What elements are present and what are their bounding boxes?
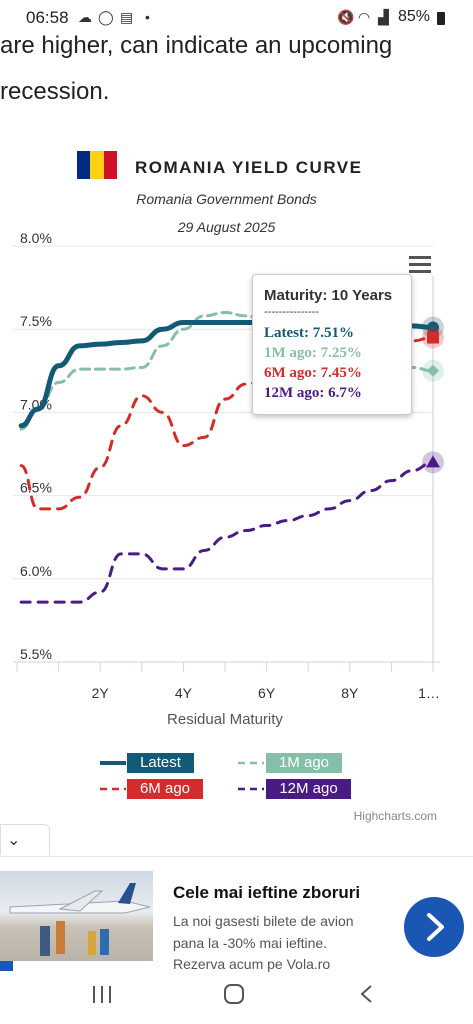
x-tick-label: 2Y <box>92 685 110 701</box>
tooltip-separator: --------------- <box>264 306 319 318</box>
signal-icon: ▟ <box>378 9 389 25</box>
x-tick-label: 4Y <box>175 685 193 701</box>
legend-symbol-1m <box>238 761 264 765</box>
flag-stripe-yellow <box>90 151 104 179</box>
marker-1m-ago[interactable] <box>422 359 444 382</box>
article-text-line1: are higher, can indicate an upcoming <box>0 32 393 59</box>
back-icon[interactable] <box>357 983 377 1007</box>
legend-symbol-12m <box>238 787 264 791</box>
x-axis: 2Y 4Y 6Y 8Y 1… <box>13 661 440 701</box>
marker-6m-ago[interactable] <box>422 326 444 349</box>
chart-subtitle: Romania Government Bonds <box>136 191 317 207</box>
chart-title: ROMANIA YIELD CURVE <box>135 158 363 177</box>
yield-curve-chart: 5.5%6.0%6.5%7.0%7.5%8.0% 2Y 4Y 6Y 8Y 1… Resi… <box>13 230 444 728</box>
home-icon[interactable] <box>223 983 247 1007</box>
dot-icon: • <box>145 9 150 25</box>
marker-12m-ago[interactable] <box>422 451 444 474</box>
y-tick-label: 5.5% <box>20 646 52 662</box>
y-tick-label: 6.5% <box>20 480 52 496</box>
ad-description-line2: pana la -30% mai ieftine. <box>173 935 328 951</box>
mute-icon: 🔇 <box>337 9 355 25</box>
status-bar: 06:58 ☁ ◯ ▤ • 🔇 ◠ ▟ 85% <box>0 0 473 34</box>
tooltip-row-1m: 1M ago: 7.25% <box>264 345 362 361</box>
y-tick-label: 7.5% <box>20 313 52 329</box>
chevron-down-icon: ⌄ <box>7 832 21 849</box>
battery-level: 85% <box>398 8 431 25</box>
series-line-12m-ago[interactable] <box>19 460 435 604</box>
article-text-line2: recession. <box>0 78 110 105</box>
chart-tooltip: Maturity: 10 Years --------------- Lates… <box>252 274 412 415</box>
ad-next-button[interactable] <box>404 897 464 957</box>
flag-stripe-blue <box>77 151 91 179</box>
legend-symbol-latest <box>100 761 126 765</box>
chart-date: 29 August 2025 <box>177 219 276 235</box>
whatsapp-icon: ◯ <box>98 9 114 25</box>
flag-stripe-red <box>103 151 117 179</box>
ad-image-airplane[interactable] <box>0 871 153 961</box>
android-nav-bar <box>0 972 473 1024</box>
tooltip-row-12m: 12M ago: 6.7% <box>264 385 362 401</box>
x-axis-title: Residual Maturity <box>167 711 283 728</box>
tooltip-row-6m: 6M ago: 7.45% <box>264 365 362 381</box>
chevron-right-icon <box>427 913 444 941</box>
tooltip-header: Maturity: 10 Years <box>264 287 393 304</box>
legend-label-1m: 1M ago <box>266 753 342 773</box>
x-tick-label: 8Y <box>341 685 359 701</box>
tooltip-row-latest: Latest: 7.51% <box>264 325 354 341</box>
romania-flag-icon <box>77 151 117 179</box>
ad-description-line3: Rezerva acum pe Vola.ro <box>173 956 331 972</box>
legend-symbol-6m <box>100 787 126 791</box>
legend-label-latest: Latest <box>127 753 194 773</box>
ad-progress-marker <box>0 961 13 971</box>
ad-description-line1: La noi gasesti bilete de avion <box>173 913 354 929</box>
series-markers <box>422 316 444 474</box>
battery-icon <box>437 12 445 25</box>
wifi-icon: ◠ <box>358 9 371 25</box>
menu-icon[interactable] <box>409 256 431 273</box>
legend-label-12m: 12M ago <box>266 779 351 799</box>
status-time: 06:58 <box>26 8 69 27</box>
airplane-scene-icon <box>9 883 151 956</box>
series-line-6m-ago[interactable] <box>19 336 435 511</box>
y-tick-label: 8.0% <box>20 230 52 246</box>
cloud-icon: ☁ <box>78 9 92 25</box>
legend-label-6m: 6M ago <box>127 779 203 799</box>
news-icon: ▤ <box>120 9 134 25</box>
x-tick-label: 1… <box>418 685 440 701</box>
ad-title[interactable]: Cele mai ieftine zboruri <box>173 883 361 902</box>
highcharts-credits[interactable]: Highcharts.com <box>353 809 437 823</box>
ad-collapse-tab[interactable]: ⌄ <box>0 824 50 855</box>
ad-banner[interactable]: Cele mai ieftine zboruri La noi gasesti … <box>0 856 473 973</box>
y-tick-label: 6.0% <box>20 563 52 579</box>
x-tick-label: 6Y <box>258 685 276 701</box>
recent-apps-icon[interactable] <box>92 984 112 1006</box>
y-axis: 5.5%6.0%6.5%7.0%7.5%8.0% <box>20 230 52 662</box>
